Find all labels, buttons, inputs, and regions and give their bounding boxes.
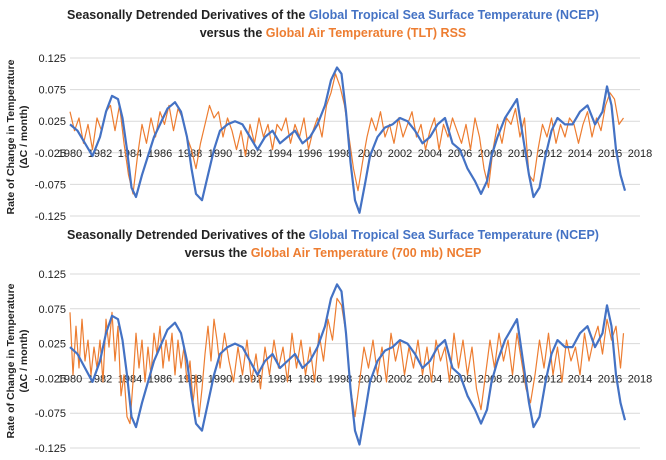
chart-2-series-line	[69, 297, 625, 425]
chart-2-title-line2: versus the Global Air Temperature (700 m…	[0, 245, 666, 262]
chart-1-x-tick-label: 1992	[238, 148, 262, 160]
chart-1-y-tick-label: 0.075	[38, 85, 66, 97]
chart-1-x-tick-label: 2004	[418, 148, 442, 160]
chart-1-x-tick-label: 1980	[58, 148, 82, 160]
chart-1-x-tick-label: 1996	[298, 148, 322, 160]
chart-2-x-tick-label: 2002	[388, 373, 412, 385]
chart-1-y-axis-label-line1: Rate of Change in Temperature	[5, 59, 17, 214]
chart-1-title-versus: versus the	[199, 26, 263, 40]
chart-1-title-sst: Global Tropical Sea Surface Temperature …	[308, 8, 599, 22]
chart-2-y-tick-label: -0.125	[35, 443, 66, 455]
chart-2-x-tick-label: 1994	[268, 373, 292, 385]
chart-2-x-tick-label: 2016	[598, 373, 622, 385]
chart-1-title-line1: Seasonally Detrended Derivatives of the …	[0, 7, 666, 24]
chart-2-x-tick-label: 1992	[238, 373, 262, 385]
chart-2-title-prefix: Seasonally Detrended Derivatives of the	[67, 228, 306, 242]
chart-1-x-tick-label: 2018	[628, 148, 652, 160]
chart-2-title-line1: Seasonally Detrended Derivatives of the …	[0, 227, 666, 244]
chart-1-y-tick-label: -0.125	[35, 211, 66, 223]
chart-2-y-tick-label: 0.025	[38, 339, 66, 351]
chart-2-x-tick-label: 1998	[328, 373, 352, 385]
chart-1-x-tick-label: 1998	[328, 148, 352, 160]
chart-2-title-sst: Global Tropical Sea Surface Temperature …	[308, 228, 599, 242]
chart-2-x-tick-label: 2008	[478, 373, 502, 385]
chart-1-series-line	[69, 73, 624, 195]
chart-1-x-tick-label: 2008	[478, 148, 502, 160]
chart-2-title-versus: versus the	[184, 246, 248, 260]
chart-1-x-tick-label: 2002	[388, 148, 412, 160]
chart-2-x-tick-label: 2014	[568, 373, 592, 385]
chart-1-x-tick-label: 1986	[148, 148, 172, 160]
chart-1-series-line	[69, 66, 627, 214]
chart-1-y-tick-label: -0.025	[35, 148, 66, 160]
chart-1-x-tick-label: 2010	[508, 148, 532, 160]
chart-1-x-tick-label: 1994	[268, 148, 292, 160]
chart-1-y-tick-label: -0.075	[35, 179, 66, 191]
chart-2-y-axis-label-line1: Rate of Change in Temperature	[5, 283, 17, 438]
chart-1-plot: 0.125 0.075 0.025 -0.025 -0.075 -0.125 Rate of…	[5, 53, 652, 223]
chart-1-title-source: RSS	[440, 26, 467, 40]
chart-1-title-line2: versus the Global Air Temperature (TLT) …	[0, 25, 666, 42]
chart-1-x-tick-label: 1984	[118, 148, 142, 160]
chart-2-x-tick-label: 2010	[508, 373, 532, 385]
chart-2-x-tick-label: 1986	[148, 373, 172, 385]
chart-2-y-tick-label: -0.025	[35, 373, 66, 385]
chart-1-title-air: Global Air Temperature (TLT)	[265, 26, 438, 40]
chart-1-x-tick-label: 2012	[538, 148, 562, 160]
chart-2-x-tick-label: 2012	[538, 373, 562, 385]
chart-1-y-tick-label: 0.125	[38, 53, 66, 65]
chart-2-x-tick-label: 2006	[448, 373, 472, 385]
chart-1-x-tick-label: 2006	[448, 148, 472, 160]
chart-1-title-prefix: Seasonally Detrended Derivatives of the	[67, 8, 306, 22]
chart-2-title-source: NCEP	[446, 246, 482, 260]
chart-2-plot: 0.125 0.075 0.025 -0.025 -0.075 -0.125 Rate of…	[5, 269, 652, 455]
chart-2-y-tick-label: 0.075	[38, 304, 66, 316]
chart-2-x-tick-label: 2004	[418, 373, 442, 385]
chart-2-y-axis-label: Rate of Change in Temperature (ΔC / month…	[5, 283, 30, 438]
chart-2-y-tick-label: 0.125	[38, 269, 66, 281]
chart-2-x-tick-label: 2018	[628, 373, 652, 385]
chart-1-x-tick-label: 2014	[568, 148, 592, 160]
chart-2-title-air: Global Air Temperature (700 mb)	[250, 246, 444, 260]
chart-1-y-tick-label: 0.025	[38, 116, 66, 128]
chart-2-x-tick-label: 1996	[298, 373, 322, 385]
chart-2-y-tick-label: -0.075	[35, 408, 66, 420]
chart-1-y-axis-label: Rate of Change in Temperature (ΔC / month…	[5, 59, 30, 214]
chart-2-y-axis-label-line2: (ΔC / month)	[18, 330, 30, 393]
chart-1-y-axis-label-line2: (ΔC / month)	[18, 106, 30, 169]
chart-2-x-tick-label: 1980	[58, 373, 82, 385]
chart-2-series-line	[69, 283, 627, 446]
chart-2-x-tick-label: 1984	[118, 373, 142, 385]
